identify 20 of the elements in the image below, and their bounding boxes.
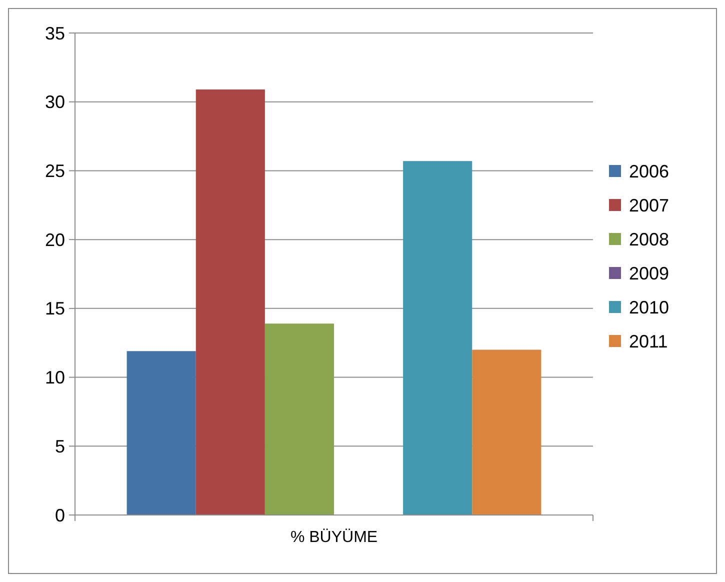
legend-label: 2010 xyxy=(629,297,670,318)
bar xyxy=(264,324,334,515)
y-tick-label: 25 xyxy=(44,161,65,182)
y-tick-label: 30 xyxy=(44,92,65,112)
y-tick-label: 10 xyxy=(44,368,65,388)
y-tick-label: 20 xyxy=(44,230,65,250)
bar xyxy=(403,161,472,515)
bar xyxy=(196,89,265,515)
x-tick-label: % BÜYÜME xyxy=(290,528,378,546)
legend-label: 2006 xyxy=(629,161,670,182)
y-tick-label: 15 xyxy=(44,298,65,319)
y-tick-label: 35 xyxy=(44,23,65,44)
legend-label: 2009 xyxy=(629,263,670,284)
legend-label: 2011 xyxy=(629,331,668,352)
bar xyxy=(472,350,542,515)
legend-label: 2008 xyxy=(629,229,670,250)
legend-label: 2007 xyxy=(629,195,670,216)
y-tick-label: 5 xyxy=(54,436,65,456)
y-tick-label: 0 xyxy=(54,505,65,526)
bar xyxy=(126,351,196,515)
